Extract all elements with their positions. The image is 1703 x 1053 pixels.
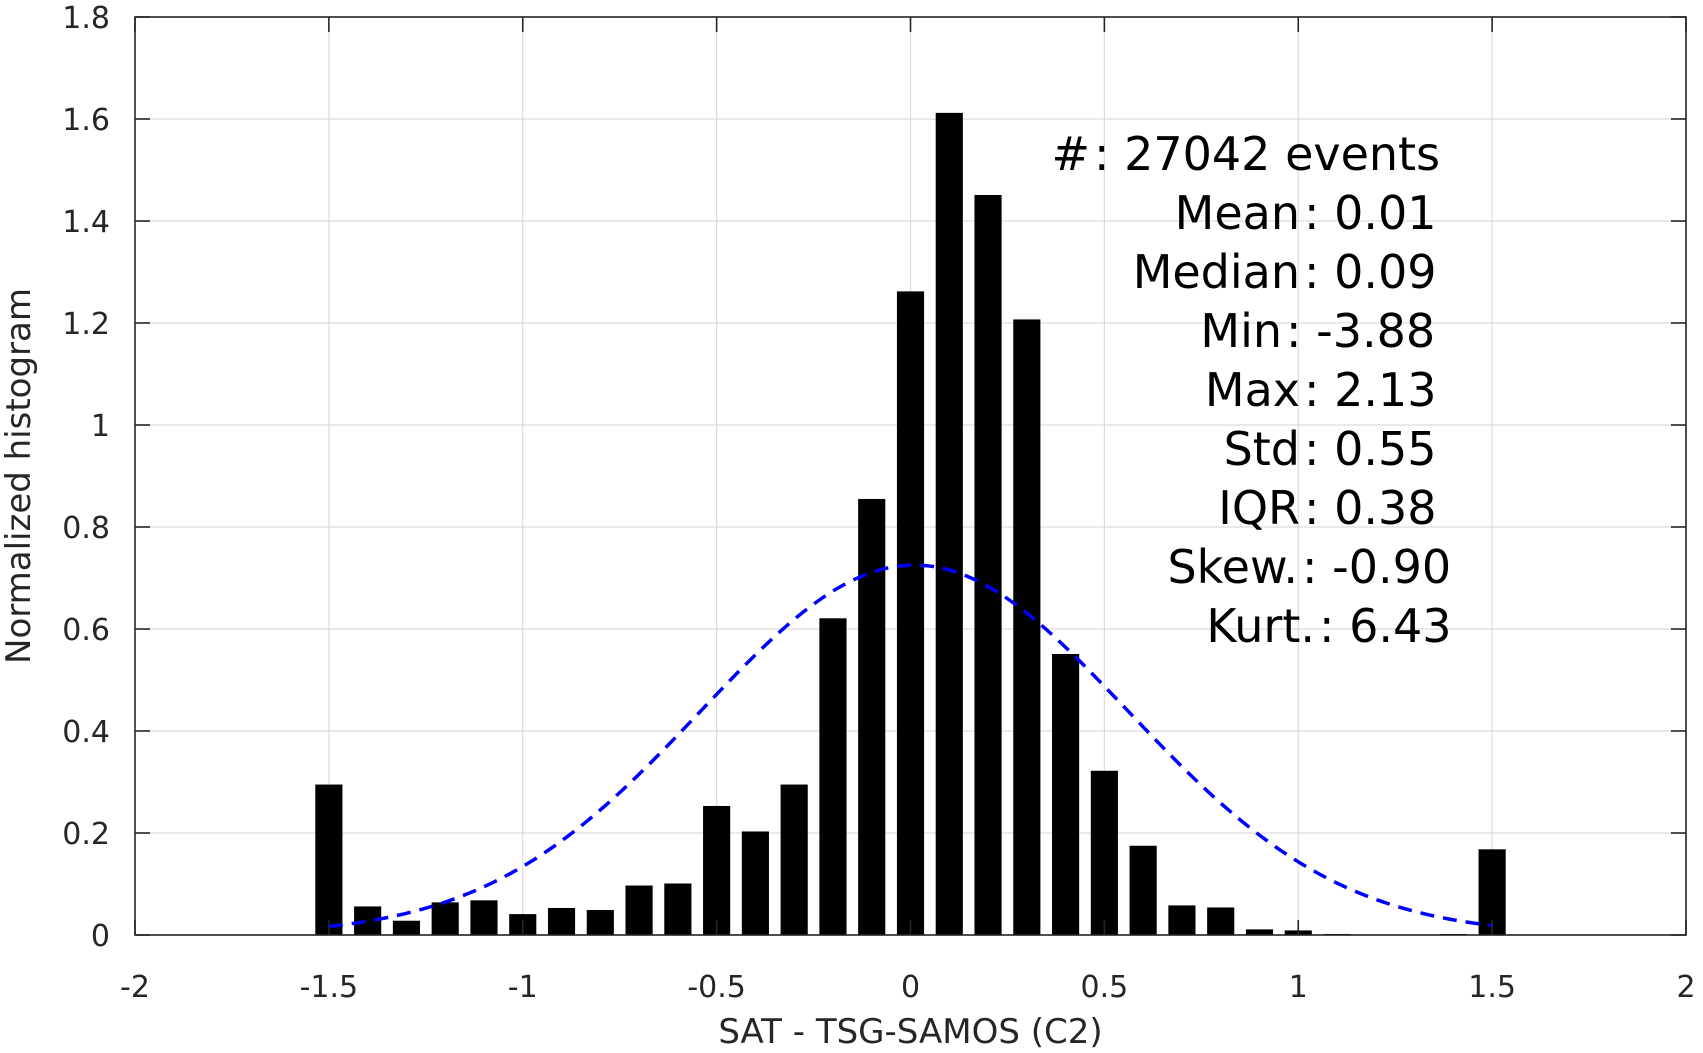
y-tick-label: 0.4 [62,715,110,750]
histogram-bar [625,885,653,935]
histogram-bar [1245,929,1274,935]
histogram-bar [858,498,886,935]
histogram-bar [741,831,769,935]
stat-label: Kurt. [1206,599,1315,653]
y-axis-label: Normalized histogram [0,288,39,664]
histogram-bar [974,194,1002,936]
histogram-bar [935,112,963,935]
histogram-bar [896,291,925,935]
normal-fit-curve [328,563,1493,929]
histogram-bar [392,920,420,935]
stat-value: : -0.90 [1302,540,1451,594]
stat-label: Skew. [1167,540,1298,594]
stat-label: Min [1200,304,1282,358]
histogram-bar [586,910,614,935]
histogram-bar [819,618,847,935]
histogram-bar [1013,319,1041,935]
x-tick-label: -0.5 [687,970,746,1005]
x-tick-label: -1.5 [300,970,359,1005]
histogram-bar [664,883,692,935]
x-tick-label: 1 [1289,970,1308,1005]
y-tick-label: 0.6 [62,613,110,648]
axis-ticks [134,16,1687,936]
histogram-bar [1052,653,1080,935]
histogram-bar [470,900,498,935]
histogram-bar [703,805,731,935]
stat-value: : 2.13 [1304,363,1437,417]
x-tick-label: 2 [1676,970,1695,1005]
stat-label: Median [1133,245,1300,299]
stat-label: # [1051,127,1090,181]
y-tick-labels: 0 0.2 0.4 0.6 0.8 1 1.2 1.4 1.6 1.8 [62,1,110,954]
stat-value: : -3.88 [1286,304,1435,358]
y-tick-label: 0.2 [62,817,110,852]
x-tick-label: 0 [901,970,920,1005]
stat-label: Mean [1175,186,1300,240]
histogram-bar [1207,907,1235,935]
x-tick-label: -2 [120,970,150,1005]
histogram-bar [547,907,576,935]
histogram-bar [780,784,808,935]
histogram-bar [315,784,343,935]
y-tick-label: 0.8 [62,511,110,546]
stat-label: IQR [1218,481,1300,535]
histogram-bar [1168,905,1196,935]
y-tick-label: 1.2 [62,307,110,342]
histogram-bar [431,902,459,935]
x-tick-labels: -2 -1.5 -1 -0.5 0 0.5 1 1.5 2 [120,970,1696,1005]
y-tick-label: 1.8 [62,1,110,36]
stat-label: Std [1224,422,1300,476]
stat-value: : 27042 events [1094,127,1440,181]
stat-value: : 0.09 [1304,245,1437,299]
y-tick-label: 1.4 [62,205,110,240]
x-tick-label: 1.5 [1468,970,1516,1005]
x-tick-label: 0.5 [1081,970,1129,1005]
stat-label: Max [1205,363,1300,417]
histogram-bar [1090,770,1118,935]
y-tick-label: 0 [91,919,110,954]
x-axis-label: SAT - TSG-SAMOS (C2) [718,1012,1102,1052]
x-tick-label: -1 [508,970,538,1005]
y-tick-label: 1.6 [62,103,110,138]
stat-value: : 0.38 [1304,481,1437,535]
stat-value: : 0.55 [1304,422,1437,476]
stat-value: : 0.01 [1304,186,1437,240]
y-tick-label: 1 [91,409,110,444]
histogram-bar [1129,845,1157,935]
histogram-bars [315,112,1506,936]
stat-value: : 6.43 [1319,599,1452,653]
